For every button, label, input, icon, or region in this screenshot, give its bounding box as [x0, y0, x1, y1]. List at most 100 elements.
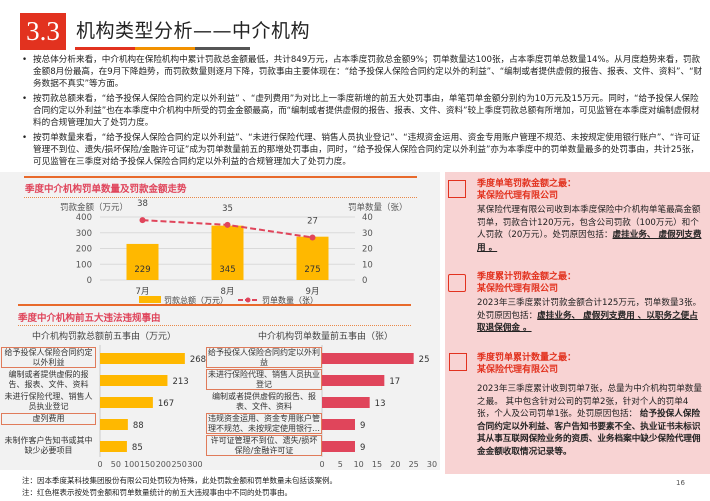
category-label-highlighted: 虚列费用: [1, 413, 96, 425]
bar-value-label: 88: [133, 421, 144, 431]
bar-value-label: 85: [132, 443, 143, 453]
bar: [322, 397, 370, 408]
x-tick-label: 300: [187, 460, 202, 469]
y2-tick-label: 30: [362, 229, 373, 239]
legend-label: 罚单数量（张）: [262, 295, 318, 305]
line-point: [139, 217, 146, 224]
bar-value-label: 9: [360, 443, 365, 453]
line-value-label: 38: [137, 199, 148, 209]
highlight1-heading: 季度单笔罚款金额之最： 某保险代理有限公司: [477, 179, 577, 201]
category-label: 编制或者提供虚假的报告、报表、文件、资料: [8, 370, 89, 389]
category-label-highlighted: 许可证管理不到位、遗失/损坏保险/金融许可证: [206, 435, 322, 456]
page-title: 机构类型分析——中介机构: [76, 20, 311, 42]
title-underline-orange: [135, 47, 195, 50]
bar-value-label: 268: [190, 355, 206, 365]
chart3-title: 中介机构罚单数量前五事由（张）: [258, 332, 394, 342]
highlights-panel: [445, 172, 710, 474]
section-number: 3.3: [20, 13, 66, 50]
y2-tick-label: 0: [362, 276, 367, 286]
x-tick-label: 9月: [306, 287, 320, 297]
x-tick-label: 250: [172, 460, 187, 469]
x-tick-label: 20: [390, 460, 400, 469]
title-underline-red: [75, 47, 135, 50]
x-tick-label: 100: [124, 460, 139, 469]
bar: [322, 353, 414, 364]
x-tick-label: 0: [319, 460, 324, 469]
bar: [126, 243, 159, 280]
line-value-label: 35: [222, 204, 233, 214]
x-tick-label: 150: [140, 460, 155, 469]
legend-swatch-point: [245, 297, 251, 303]
category-label-highlighted: 违规资金运用、资金专用账户管理不规范、未按规定使用银行…: [206, 413, 322, 434]
highlight2-heading: 季度累计罚款金额之最： 某保险代理有限公司: [477, 272, 577, 294]
bullet-item: 按罚单数量来看，“给予投保人保险合同约定以外利益”、“未进行保险代理、销售人员执…: [20, 132, 706, 168]
x-tick-label: 5: [338, 460, 343, 469]
highlight3-heading: 季度罚单累计数量之最： 某保险代理有限公司: [477, 353, 577, 375]
bar-value-label: 167: [158, 399, 174, 409]
summary-bullets: 按总体分析来看，中介机构在保险机构中累计罚款总金额最低，共计849万元，占本季度…: [20, 54, 706, 171]
y-axis-label: 罚款金额（万元）: [60, 203, 129, 213]
y2-tick-label: 20: [362, 245, 373, 255]
bar: [322, 419, 355, 430]
bar: [322, 375, 385, 386]
y-tick-label: 300: [76, 229, 92, 239]
x-tick-label: 0: [97, 460, 102, 469]
chart1-title: 季度中介机构罚单数量及罚款金额走势: [25, 184, 187, 195]
bar-value-label: 229: [134, 265, 150, 275]
x-tick-label: 15: [372, 460, 382, 469]
y2-tick-label: 10: [362, 260, 373, 270]
divider: [24, 176, 417, 178]
bar: [211, 225, 244, 280]
legend-label: 罚款总额（万元）: [164, 295, 228, 305]
sliders-icon: [448, 180, 466, 198]
x-tick-label: 50: [111, 460, 121, 469]
bar-value-label: 13: [375, 399, 386, 409]
top5-bar-charts: 0 50 100 150 200 250 300 268 213 167 88 85 0 5 10 15 20 2…: [97, 345, 437, 469]
y-tick-label: 0: [87, 276, 92, 286]
footnote: 注：红色框表示按处罚金额和罚单数量统计的前五大违规事由中不同的处罚事由。: [22, 488, 292, 497]
circuit-icon: [448, 274, 466, 292]
category-label: 未制作客户告知书或其中缺少必要项目: [4, 436, 93, 455]
trend-chart: 0 100 200 300 400 0 10 20 30 40 229 7月 38 345 8月 35 275 9…: [76, 199, 373, 305]
line-value-label: 27: [307, 216, 318, 226]
x-tick-label: 25: [409, 460, 419, 469]
footnote: 注：因本季度某科技集团股份有限公司处罚较为特殊，此处罚款金额和罚单数量未包括该案…: [22, 476, 337, 485]
bar-value-label: 213: [172, 377, 188, 387]
highlight1-text: 某保险代理有限公司收到本季度保险中介机构单笔最高金额罚单，罚款合计120万元，包…: [477, 205, 702, 253]
page-number: 16: [676, 479, 685, 487]
x-tick-label: 8月: [221, 287, 235, 297]
chart2-section-title: 季度中介机构前五大违法违规事由: [18, 313, 161, 324]
bar-value-label: 9: [360, 421, 365, 431]
bar: [296, 236, 329, 280]
x-tick-label: 10: [354, 460, 364, 469]
legend-swatch-bar: [139, 296, 161, 303]
divider: [18, 304, 411, 306]
divider: [18, 325, 411, 326]
chart2-title: 中介机构罚款总额前五事由（万元）: [32, 332, 177, 342]
y2-tick-label: 40: [362, 213, 373, 223]
highlight2-text: 2023年三季度累计罚款金额合计125万元，罚单数量3张。处罚原因包括：虚挂业务…: [477, 298, 702, 333]
charts-panel: [0, 172, 440, 470]
category-label-highlighted: 给予投保人保险合同约定以外利益: [206, 347, 322, 368]
y2-axis-label: 罚单数量（张）: [348, 203, 408, 213]
bar: [100, 397, 153, 408]
bar-value-label: 25: [419, 355, 430, 365]
bar: [100, 375, 168, 386]
category-label: 未进行保险代理、销售人员执业登记: [4, 392, 93, 411]
category-label-highlighted: 给予投保人保险合同约定以外利益: [1, 347, 96, 368]
y-tick-label: 400: [76, 213, 92, 223]
bar-value-label: 345: [219, 265, 235, 275]
category-label: 编制或者提供虚假的报告、报表、文件、资料: [212, 392, 316, 411]
x-tick-label: 30: [427, 460, 437, 469]
highlight3-text: 2023年三季度累计收到罚单7张，总量为中介机构罚单数量之最。 其中包含针对公司…: [477, 384, 702, 457]
bar: [322, 441, 355, 452]
y-tick-label: 200: [76, 245, 92, 255]
x-tick-label: 7月: [136, 287, 150, 297]
line-point: [224, 221, 231, 228]
bullet-item: 按总体分析来看，中介机构在保险机构中累计罚款总金额最低，共计849万元，占本季度…: [20, 54, 706, 90]
category-label-highlighted: 未进行保险代理、销售人员执业登记: [206, 369, 322, 390]
title-underline-gray: [195, 47, 250, 50]
bar: [100, 441, 127, 452]
line-point: [309, 234, 316, 241]
bullet-item: 按罚款总额来看，“给予投保人保险合同约定以外利益” 、“虚列费用”为对比上一季度…: [20, 93, 706, 129]
